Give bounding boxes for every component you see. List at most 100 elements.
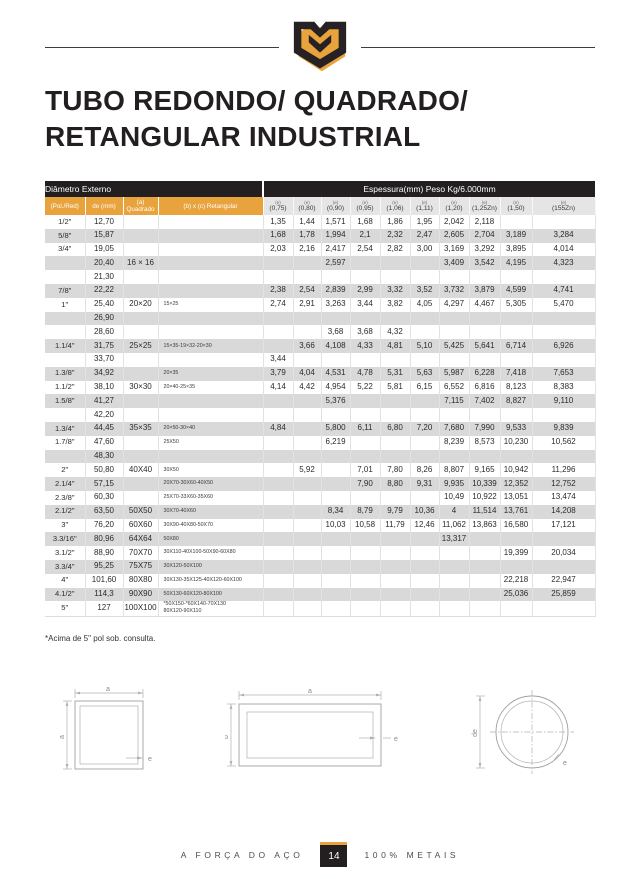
table-cell [350,546,381,560]
table-cell: 5,31 [380,366,411,381]
table-cell: 16,580 [500,518,533,533]
footer-tagline-right: 100% METAIS [364,849,460,860]
page-number-badge: 14 [320,842,348,867]
table-cell: 80X80 [123,573,159,588]
table-cell: 2,042 [439,215,470,229]
table-cell: 3,189 [500,228,533,243]
table-cell: 17,121 [532,518,596,533]
table-cell: 10,922 [469,490,501,505]
table-cell [293,573,322,588]
table-cell [123,283,159,298]
table-cell [500,449,533,464]
table-cell [158,408,264,422]
table-cell: 50,80 [85,463,124,478]
table-cell: 7/8" [45,283,86,298]
table-cell: 3,284 [532,228,596,243]
column-header: (e) (1,11) [410,197,440,215]
table-cell [123,449,159,464]
table-cell: 6,816 [469,380,501,395]
table-cell: 30X130-35X125-40X120-60X100 [158,573,264,588]
table-cell [321,559,351,574]
table-row: 21,30 [45,270,596,284]
table-cell: 63,50 [85,504,124,519]
table-cell: 3,169 [439,242,470,257]
table-cell [293,394,322,409]
rect-height-label: b [225,735,230,739]
table-cell: 8,34 [321,504,351,519]
table-cell: 2,82 [380,242,411,257]
rect-width-label: a [308,688,312,695]
table-row: 1.3/4" 44,45 35×35 20×50-30×40 4,84 5,800 6,11… [45,421,596,436]
table-cell: 2,54 [293,283,322,298]
table-cell: 1,994 [321,228,351,243]
table-cell: 8,123 [500,380,533,395]
table-cell [263,256,294,271]
table-cell: 10,230 [500,435,533,450]
table-cell [350,559,381,574]
table-cell [321,532,351,547]
table-cell: 7,990 [469,421,501,436]
table-cell: 3,409 [439,256,470,271]
table-cell: 3,68 [350,325,381,340]
table-cell [293,518,322,533]
table-cell [263,394,294,409]
table-cell [321,311,351,326]
table-cell [532,352,596,367]
table-cell: 60,30 [85,490,124,505]
table-cell: 20,034 [532,546,596,560]
table-row: 5/8" 15,87 1,68 1,78 1,994 2,1 2,32 2,47 2,605 2,… [45,228,596,243]
table-cell: 11,514 [469,504,501,519]
table-cell [439,352,470,367]
table-cell: 40X40 [123,463,159,478]
table-cell: 1,68 [350,215,381,229]
table-cell: 25,40 [85,297,124,312]
table-cell: 35×35 [123,421,159,436]
table-cell [500,270,533,284]
round-diameter-label: de [472,729,479,737]
table-row: 48,30 [45,449,596,464]
table-cell [350,490,381,505]
table-cell: 114,3 [85,587,124,602]
table-cell [321,352,351,367]
table-cell: 60X60 [123,518,159,533]
table-cell [321,587,351,602]
column-header: (e) (0,95) [350,197,381,215]
table-cell: 30X90-40X80-50X70 [158,518,264,533]
table-cell [469,587,501,602]
table-cell: 1,35 [263,215,294,229]
table-cell: 11,296 [532,463,596,478]
table-cell [410,325,440,340]
table-cell [350,449,381,464]
table-cell: 30X50 [158,463,264,478]
group-header-diametro: Diâmetro Externo [45,181,264,197]
table-cell [380,601,411,617]
table-cell: 2,03 [263,242,294,257]
table-cell: 3,44 [263,352,294,367]
column-header: (a) Quadrado [123,197,159,215]
table-cell [410,311,440,326]
table-cell [500,532,533,547]
table-cell [158,325,264,340]
table-row: 3.3/16" 80,96 64X64 50X80 13,317 [45,532,596,547]
table-cell [439,573,470,588]
table-cell: 4,531 [321,366,351,381]
table-cell: 8,239 [439,435,470,450]
table-cell: 4,42 [293,380,322,395]
table-row: 4" 101,60 80X80 30X130-35X125-40X120-60X100… [45,573,596,588]
table-cell: 13,051 [500,490,533,505]
table-cell: 12,752 [532,477,596,491]
table-cell [263,435,294,450]
table-cell: 2,38 [263,283,294,298]
table-cell [158,394,264,409]
table-cell: 4,32 [380,325,411,340]
table-cell: 8,573 [469,435,501,450]
table-cell [45,325,86,340]
table-cell [410,573,440,588]
table-cell: 30X110-40X100-50X90-60X80 [158,546,264,560]
table-cell [321,463,351,478]
column-header: (e) (0,90) [321,197,351,215]
table-cell: 22,218 [500,573,533,588]
table-cell: 2,47 [410,228,440,243]
table-cell: 5,305 [500,297,533,312]
table-cell [439,601,470,617]
